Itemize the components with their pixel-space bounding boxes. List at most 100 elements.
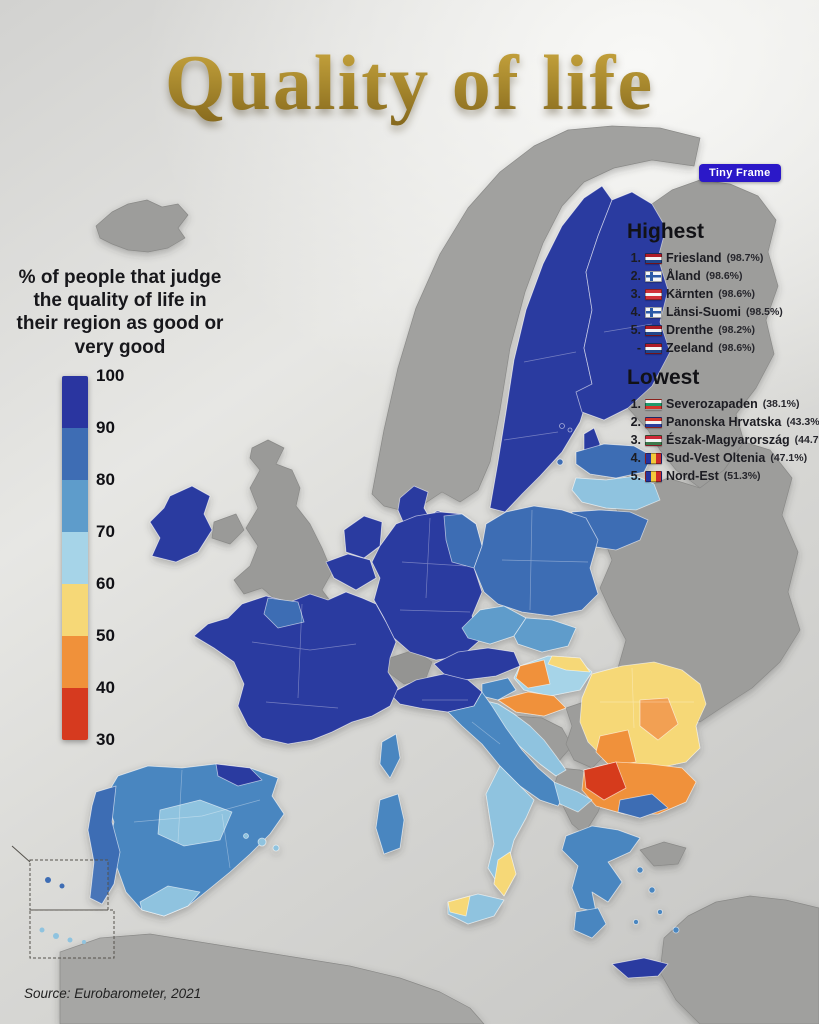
rank-number: 3.	[630, 287, 641, 301]
legend-tick-40: 40	[96, 677, 115, 697]
romania-flag-icon	[645, 452, 662, 464]
region-value: (98.2%)	[718, 324, 755, 336]
ranking-row: 1. Severozapaden (38.1%)	[627, 397, 819, 411]
ranking-row: 2. Panonska Hrvatska (43.3%)	[627, 415, 819, 429]
legend-tick-60: 60	[96, 573, 115, 593]
rank-number: 1.	[630, 251, 641, 265]
bulgaria-flag-icon	[645, 398, 662, 410]
rank-number: -	[636, 341, 641, 355]
map-description: % of people that judge the quality of li…	[16, 267, 224, 358]
hungary-flag-icon	[645, 434, 662, 446]
rank-number: 3.	[630, 433, 641, 447]
region-value: (98.5%)	[746, 306, 783, 318]
source-credit: Source: Eurobarometer, 2021	[24, 986, 202, 1001]
region-name: Észak-Magyarország	[666, 433, 790, 447]
legend-tick-70: 70	[96, 522, 115, 541]
latvia-region	[571, 475, 661, 511]
panonska-hrvatska-region	[497, 691, 567, 717]
region-borders	[133, 323, 694, 869]
spain-centre-region	[157, 799, 233, 847]
portugal-region	[87, 785, 121, 905]
balearic-island	[243, 833, 249, 839]
ranking-row: 4. Sud-Vest Oltenia (47.1%)	[627, 451, 819, 465]
greek-island	[648, 886, 656, 894]
ranking-row: 2. Åland (98.6%)	[627, 269, 819, 283]
rank-number: 1.	[630, 397, 641, 411]
netherlands-flag-icon	[645, 252, 662, 264]
region-name: Sud-Vest Oltenia	[666, 451, 766, 465]
turkey-thrace-shape	[639, 841, 687, 867]
legend-tick-90: 90	[96, 418, 115, 437]
inset-island	[82, 940, 86, 944]
rank-number: 2.	[630, 415, 641, 429]
calabria-region	[493, 851, 517, 897]
belgium-region	[325, 553, 377, 591]
inset-island	[67, 937, 73, 943]
ranking-row: 3. Kärnten (98.6%)	[627, 287, 819, 301]
ranking-row: 1. Friesland (98.7%)	[627, 251, 819, 265]
estonia-island	[556, 458, 564, 466]
inset-island	[45, 877, 51, 883]
corsica-region	[379, 733, 401, 779]
page-title: Quality of life	[0, 38, 819, 128]
rank-number: 2.	[630, 269, 641, 283]
region-name: Åland	[666, 269, 701, 283]
greek-island	[657, 909, 663, 915]
region-value: (51.3%)	[723, 470, 761, 482]
region-value: (98.6%)	[718, 288, 755, 300]
region-name: Drenthe	[666, 323, 714, 337]
region-name: Friesland	[666, 251, 722, 265]
region-value: (38.1%)	[762, 398, 800, 410]
lowest-heading: Lowest	[627, 366, 700, 389]
color-scale-bar	[62, 376, 88, 740]
hungary-west-orange-region	[515, 659, 551, 689]
color-scale-ticks: 100 90 80 70 60 50 40 30	[96, 366, 140, 749]
region-value: (47.1%)	[770, 452, 808, 464]
greek-island	[633, 919, 639, 925]
spain-north-region	[215, 763, 263, 787]
highest-heading: Highest	[627, 220, 705, 243]
region-name: Länsi-Suomi	[666, 305, 742, 319]
nord-est-region	[639, 697, 679, 741]
sicily-west-region	[447, 895, 471, 917]
france-region	[193, 591, 399, 745]
iceland-shape	[95, 199, 189, 253]
ireland-region	[149, 485, 213, 563]
croatia-flag-icon	[645, 416, 662, 428]
balearic-island	[272, 844, 280, 852]
rank-number: 4.	[630, 305, 641, 319]
ranking-row: 5. Drenthe (98.2%)	[627, 323, 819, 337]
rank-number: 5.	[630, 323, 641, 337]
legend-tick-30: 30	[96, 730, 115, 749]
netherlands-region	[343, 515, 383, 559]
north-africa-shape	[59, 933, 485, 1024]
france-north-region	[263, 597, 305, 629]
inset-island	[59, 883, 65, 889]
inset-island	[53, 933, 59, 939]
crete-region	[611, 957, 669, 979]
region-name: Nord-Est	[666, 469, 719, 483]
region-name: Kärnten	[666, 287, 714, 301]
region-name: Panonska Hrvatska	[666, 415, 782, 429]
greek-island	[672, 926, 680, 934]
rank-number: 4.	[630, 451, 641, 465]
rank-number: 5.	[630, 469, 641, 483]
peloponnese-region	[573, 907, 607, 939]
slovakia-region	[513, 617, 577, 653]
ranking-row: 3. Észak-Magyarország (44.7%)	[627, 433, 819, 447]
inset-island	[39, 927, 45, 933]
finland-flag-icon	[645, 306, 662, 318]
region-value: (98.7%)	[726, 252, 764, 264]
tiny-frame-badge: Tiny Frame	[699, 164, 781, 182]
norway-shape	[371, 125, 701, 511]
aland-region	[559, 423, 565, 429]
highest-panel: Highest 1. Friesland (98.7%) 2. Åland (9…	[627, 220, 819, 359]
italy-heel-region	[553, 781, 593, 813]
lowest-panel: Lowest 1. Severozapaden (38.1%) 2. Panon…	[627, 366, 819, 487]
region-name: Severozapaden	[666, 397, 758, 411]
austria-flag-icon	[645, 288, 662, 300]
ranking-row: 4. Länsi-Suomi (98.5%)	[627, 305, 819, 319]
eszak-magyarorszag-region	[547, 655, 591, 673]
